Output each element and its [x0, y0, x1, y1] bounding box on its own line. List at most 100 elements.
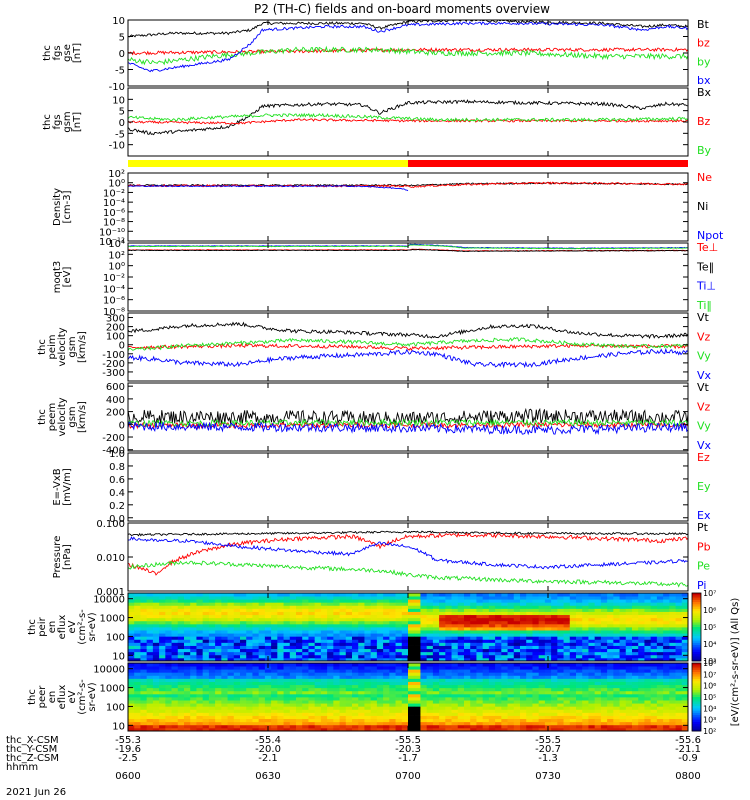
spectrogram-cell [501, 648, 508, 653]
spectrogram-cell [271, 599, 278, 603]
spectrogram-cell [632, 663, 639, 667]
spectrogram-cell [215, 678, 222, 682]
spectrogram-cell [669, 605, 676, 609]
spectrogram-cell [451, 690, 459, 695]
spectrogram-cell [152, 645, 160, 650]
spectrogram-cell [289, 648, 297, 653]
spectrogram-cell [600, 654, 608, 659]
spectrogram-cell [252, 718, 260, 723]
spectrogram-cell [600, 727, 608, 732]
spectrogram-cell [140, 645, 148, 650]
spectrogram-cell [632, 599, 639, 603]
spectrogram-cell [495, 657, 502, 662]
spectrogram-cell [252, 697, 260, 701]
spectrogram-cell [669, 645, 676, 650]
spectrogram-cell [569, 605, 577, 609]
spectrogram-cell [594, 648, 602, 653]
spectrogram-cell [376, 593, 384, 597]
spectrogram-cell [607, 623, 614, 628]
spectrogram-cell [177, 721, 185, 726]
spectrogram-cell [675, 608, 683, 612]
figure-title: P2 (TH-C) fields and on-board moments ov… [254, 2, 550, 16]
spectrogram-cell [376, 721, 384, 726]
spectrogram-cell [526, 599, 533, 603]
spectrogram-cell [607, 690, 614, 695]
spectrogram-cell [271, 657, 278, 662]
spectrogram-cell [495, 693, 502, 698]
spectrogram-cell [656, 602, 664, 606]
spectrogram-cell [414, 709, 421, 713]
spectrogram-cell [569, 700, 577, 704]
spectrogram-cell [588, 718, 596, 723]
spectrogram-cell [613, 703, 620, 707]
spectrogram-cell [314, 687, 322, 692]
spectrogram-cell [215, 617, 222, 622]
spectrogram-cell [495, 687, 502, 692]
spectrogram-cell [414, 715, 421, 720]
spectrogram-cell [352, 645, 359, 650]
spectrogram-cell [196, 599, 204, 603]
spectrogram-cell [146, 669, 154, 673]
spectrogram-cell [488, 678, 496, 682]
spectrogram-cell [358, 678, 365, 682]
spectrogram-cell [619, 678, 627, 682]
spectrogram-cell [650, 630, 658, 634]
spectrogram-cell [563, 596, 571, 600]
spectrogram-cell [482, 630, 490, 634]
spectrogram-cell [240, 700, 247, 704]
spectrogram-cell [588, 654, 596, 659]
spectrogram-cell [414, 648, 421, 653]
spectrogram-cell [165, 639, 172, 643]
spectrogram-cell [457, 657, 465, 662]
spectrogram-cell [619, 669, 627, 673]
spectrogram-cell [401, 727, 409, 732]
spectrogram-cell [445, 605, 452, 609]
spectrogram-cell [663, 712, 670, 716]
spectrogram-cell [613, 636, 620, 640]
spectrogram-cell [656, 657, 664, 662]
spectrogram-cell [476, 657, 484, 662]
spectrogram-cell [532, 627, 540, 631]
spectrogram-cell [159, 633, 166, 637]
spectrogram-cell [476, 663, 484, 667]
spectrogram-cell [128, 675, 135, 679]
spectrogram-cell [607, 666, 614, 670]
spectrogram-cell [432, 627, 440, 631]
spectrogram-cell [165, 721, 172, 726]
spectrogram-cell [613, 648, 620, 653]
spectrogram-cell [128, 657, 135, 662]
spectrogram-cell [408, 617, 415, 622]
spectrogram-cell [650, 633, 658, 637]
spectrogram-cell [327, 663, 334, 667]
spectrogram-cell [240, 657, 247, 662]
spectrogram-cell [308, 651, 316, 656]
spectrogram-cell [184, 681, 191, 686]
spectrogram-cell [308, 627, 316, 631]
spectrogram-cell [470, 602, 477, 606]
spectrogram-cell [296, 672, 303, 676]
spectrogram-cell [333, 617, 340, 622]
spectrogram-cell [408, 727, 415, 732]
spectrogram-cell [507, 645, 515, 650]
spectrogram-cell [414, 706, 421, 710]
spectrogram-cell [656, 633, 664, 637]
spectrogram-cell [146, 684, 154, 689]
spectrogram-cell [551, 654, 558, 659]
spectrogram-cell [538, 602, 546, 606]
spectrogram-cell [345, 666, 353, 670]
spectrogram-cell [495, 663, 502, 667]
ytick-label: 10⁻² [103, 188, 125, 199]
spectrogram-cell [576, 639, 583, 643]
spectrogram-cell [439, 703, 446, 707]
spectrogram-cell [190, 700, 197, 704]
ytick-label: 100 [106, 632, 125, 643]
spectrogram-cell [376, 602, 384, 606]
spectrogram-cell [656, 678, 664, 682]
spectrogram-cell [414, 611, 421, 616]
spectrogram-cell [364, 669, 372, 673]
spectrogram-cell [258, 630, 266, 634]
spectrogram-cell [594, 642, 602, 646]
ylabel-peim_velocity: thc peim velocity gsm [km/s] [37, 327, 88, 366]
spectrogram-cell [196, 681, 204, 686]
spectrogram-cell [177, 684, 185, 689]
